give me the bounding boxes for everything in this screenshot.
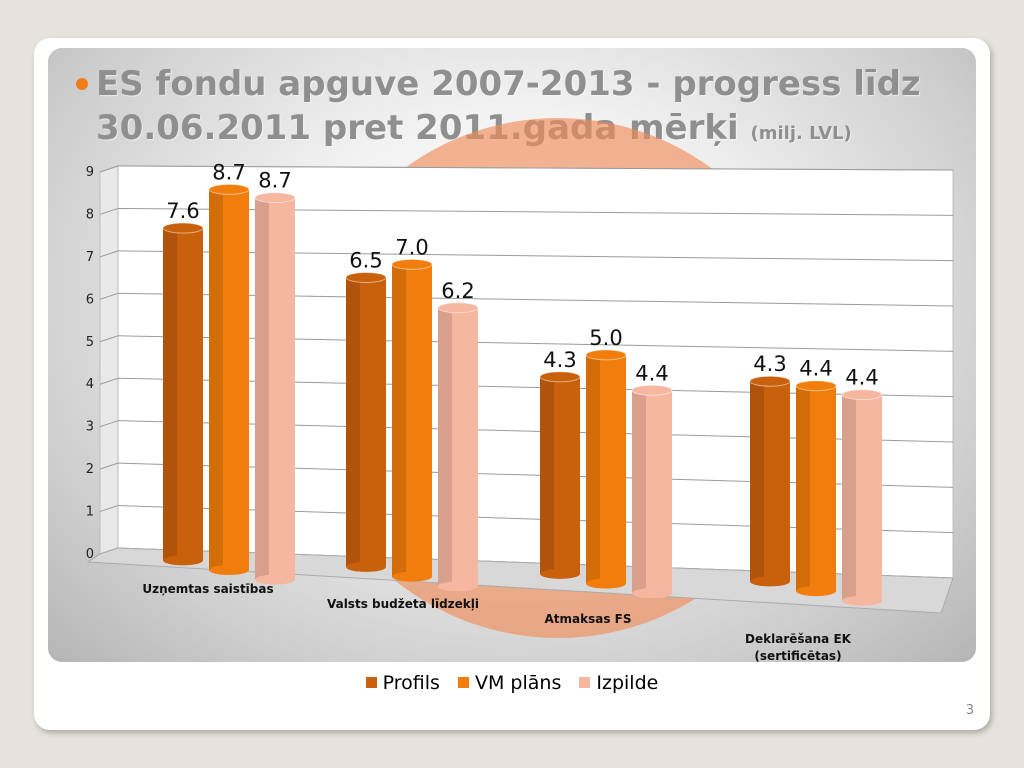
data-label: 7.0 [395,235,428,259]
data-label: 4.4 [635,361,668,385]
y-tick-label: 7 [86,250,94,265]
bar [391,258,433,582]
data-label: 6.2 [441,279,474,303]
data-label: 4.3 [543,348,576,372]
bar [795,380,837,597]
bar [841,389,883,606]
legend-item-izpilde: Izpilde [579,672,658,694]
bar [208,183,250,575]
y-tick-label: 2 [86,462,94,477]
bar [539,371,581,579]
legend-label: VM plāns [474,672,562,694]
y-tick-label: 3 [86,420,94,435]
data-label: 7.6 [166,199,199,223]
data-label: 5.0 [589,326,622,350]
y-tick-label: 5 [86,335,94,350]
bar [162,222,204,566]
y-tick-label: 8 [86,207,94,222]
bar-chart: 0 1 2 3 4 5 6 7 8 9 7.6 8.7 8.7 Uzņemtas saistības 6.5… [86,118,954,662]
legend-item-profils: Profils [365,672,440,694]
legend-label: Izpilde [596,672,659,694]
gridline [117,165,954,171]
y-tick-label: 4 [86,377,94,392]
data-label: 4.3 [753,352,786,376]
y-tick-label: 6 [86,292,94,307]
chart-panel: ES fondu apguve 2007-2013 - progress līd… [48,48,976,662]
legend-swatch [365,677,377,688]
category-label: Valsts budžeta līdzekļi [327,597,479,611]
data-label: 8.7 [212,160,245,184]
bar [749,375,791,587]
bar [437,302,479,592]
category-label: Atmaksas FS [544,612,631,626]
slide: ES fondu apguve 2007-2013 - progress līd… [34,38,990,730]
category-label: Deklarēšana EK [745,632,852,646]
page-number: 3 [965,703,974,718]
legend-item-vm-plans: VM plāns [457,672,562,694]
bar [585,349,627,589]
data-label: 6.5 [349,248,382,272]
slide-title: ES fondu apguve 2007-2013 - progress līd… [96,62,966,156]
bar [631,384,673,599]
bar [345,271,387,572]
category-label: (sertificētas) [754,649,841,662]
bar [254,192,296,585]
category-label: Uzņemtas saistības [142,582,273,596]
legend-swatch [457,677,469,688]
bullet-dot-icon [76,78,88,90]
data-label: 4.4 [845,366,878,390]
y-tick-label: 9 [86,165,94,180]
y-tick-label: 0 [86,547,94,562]
legend-swatch [579,677,591,688]
title-unit: (milj. LVL) [750,123,852,144]
data-label: 4.4 [799,357,832,381]
data-label: 8.7 [258,169,291,193]
legend-label: Profils [382,672,440,694]
y-tick-label: 1 [86,505,94,520]
title-main: ES fondu apguve 2007-2013 - progress līd… [96,64,921,148]
legend: Profils VM plāns Izpilde [34,672,990,694]
